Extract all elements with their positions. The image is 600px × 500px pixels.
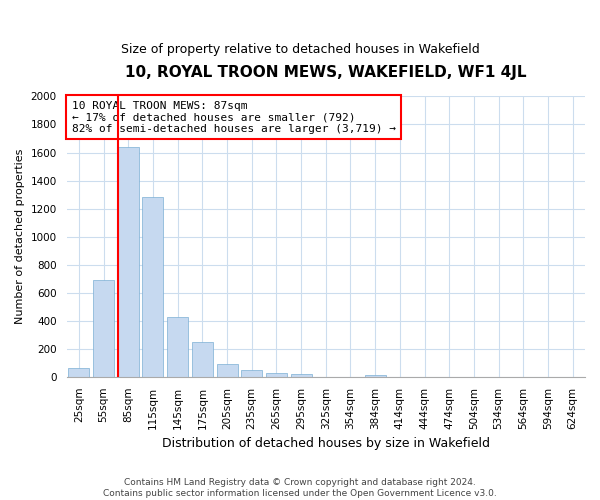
Text: Size of property relative to detached houses in Wakefield: Size of property relative to detached ho… (121, 42, 479, 56)
Bar (68, 368, 89, 377)
Text: Contains HM Land Registry data © Crown copyright and database right 2024.
Contai: Contains HM Land Registry data © Crown c… (103, 478, 497, 498)
Bar (142, 196, 163, 377)
Bar (365, 374, 386, 377)
Bar (93, 280, 114, 377)
Bar (192, 342, 213, 377)
Bar (241, 370, 262, 377)
Bar (290, 374, 311, 377)
X-axis label: Distribution of detached houses by size in Wakefield: Distribution of detached houses by size … (162, 437, 490, 450)
Y-axis label: Number of detached properties: Number of detached properties (15, 149, 25, 324)
Bar (118, 147, 139, 377)
Bar (167, 316, 188, 377)
Title: 10, ROYAL TROON MEWS, WAKEFIELD, WF1 4JL: 10, ROYAL TROON MEWS, WAKEFIELD, WF1 4JL (125, 65, 527, 80)
Text: 10 ROYAL TROON MEWS: 87sqm
← 17% of detached houses are smaller (792)
82% of sem: 10 ROYAL TROON MEWS: 87sqm ← 17% of deta… (72, 100, 396, 134)
Bar (266, 372, 287, 377)
Bar (217, 364, 238, 377)
